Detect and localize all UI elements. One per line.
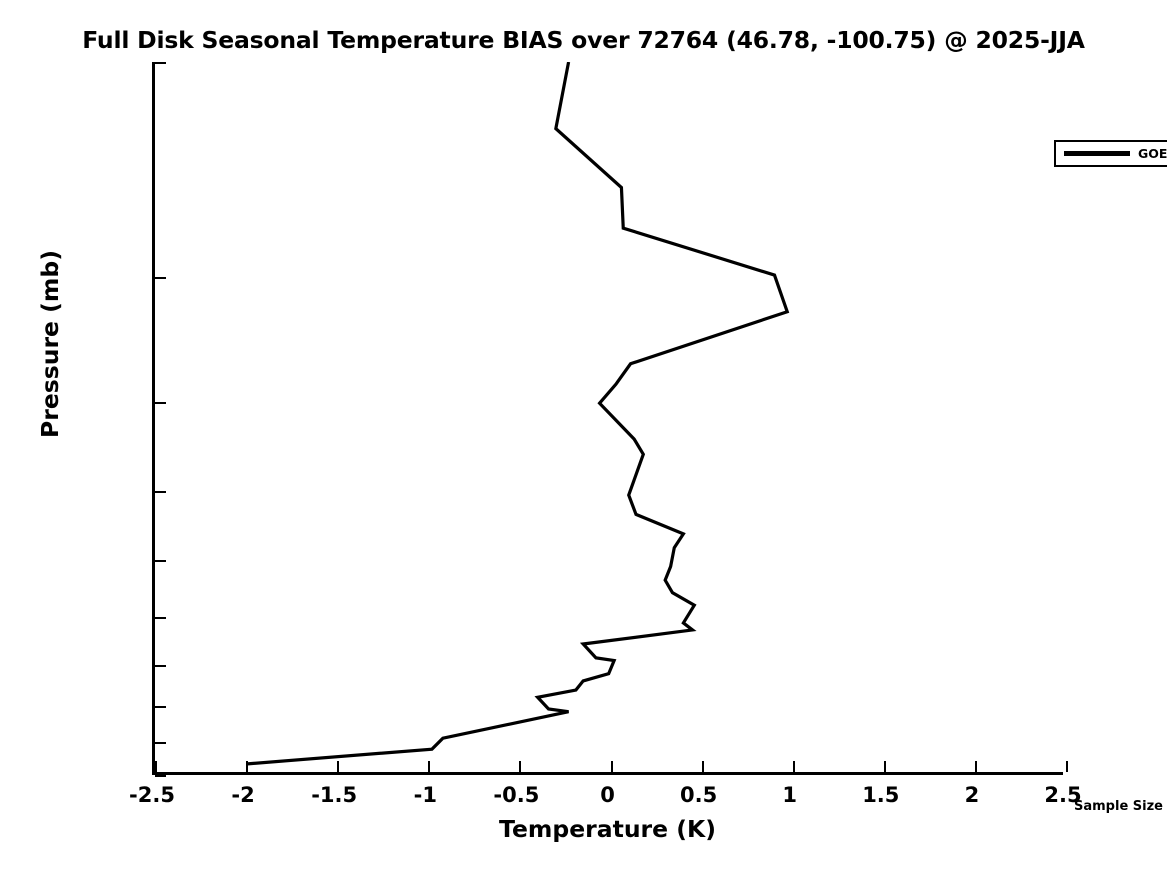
x-tick-label: 0 <box>600 783 615 807</box>
legend-line-swatch <box>1064 151 1130 156</box>
y-tick-mark <box>155 276 166 279</box>
y-tick-mark <box>155 560 166 563</box>
y-tick-mark <box>155 742 166 745</box>
x-tick-label: 2.5 <box>1044 783 1082 807</box>
x-tick-mark <box>519 761 522 772</box>
x-tick-mark <box>1066 761 1068 772</box>
y-tick-mark <box>155 705 166 708</box>
y-tick-mark <box>155 491 166 494</box>
x-tick-label: 0.5 <box>679 783 718 807</box>
y-tick-mark <box>155 616 166 619</box>
x-tick-label: -0.5 <box>493 783 540 807</box>
series-line-goes19 <box>245 62 790 766</box>
x-tick-mark <box>701 761 704 772</box>
page-title: Full Disk Seasonal Temperature BIAS over… <box>82 26 1085 54</box>
x-tick-label: -1.5 <box>311 783 358 807</box>
x-tick-mark <box>155 761 157 772</box>
y-tick-mark <box>155 402 166 405</box>
sample-size-annotation: Sample Size = 25 <box>1074 799 1167 814</box>
x-tick-mark <box>883 761 886 772</box>
y-axis-label: Pressure (mb) <box>36 250 64 438</box>
x-tick-label: 1 <box>782 783 797 807</box>
x-axis-label: Temperature (K) <box>499 815 716 843</box>
x-tick-mark <box>974 761 977 772</box>
x-tick-label: -2.5 <box>129 783 175 807</box>
x-tick-label: 1.5 <box>862 783 900 807</box>
x-tick-label: 2 <box>964 783 980 807</box>
y-tick-mark <box>155 62 166 64</box>
x-tick-mark <box>792 761 795 772</box>
data-series-goes19 <box>245 62 790 766</box>
y-tick-mark <box>155 775 166 777</box>
x-tick-mark <box>610 761 613 772</box>
x-tick-mark <box>246 761 249 772</box>
x-tick-mark <box>428 761 431 772</box>
x-tick-label: -2 <box>231 783 255 807</box>
x-tick-mark <box>337 761 340 772</box>
y-tick-mark <box>155 664 166 667</box>
x-tick-label: -1 <box>413 783 437 807</box>
